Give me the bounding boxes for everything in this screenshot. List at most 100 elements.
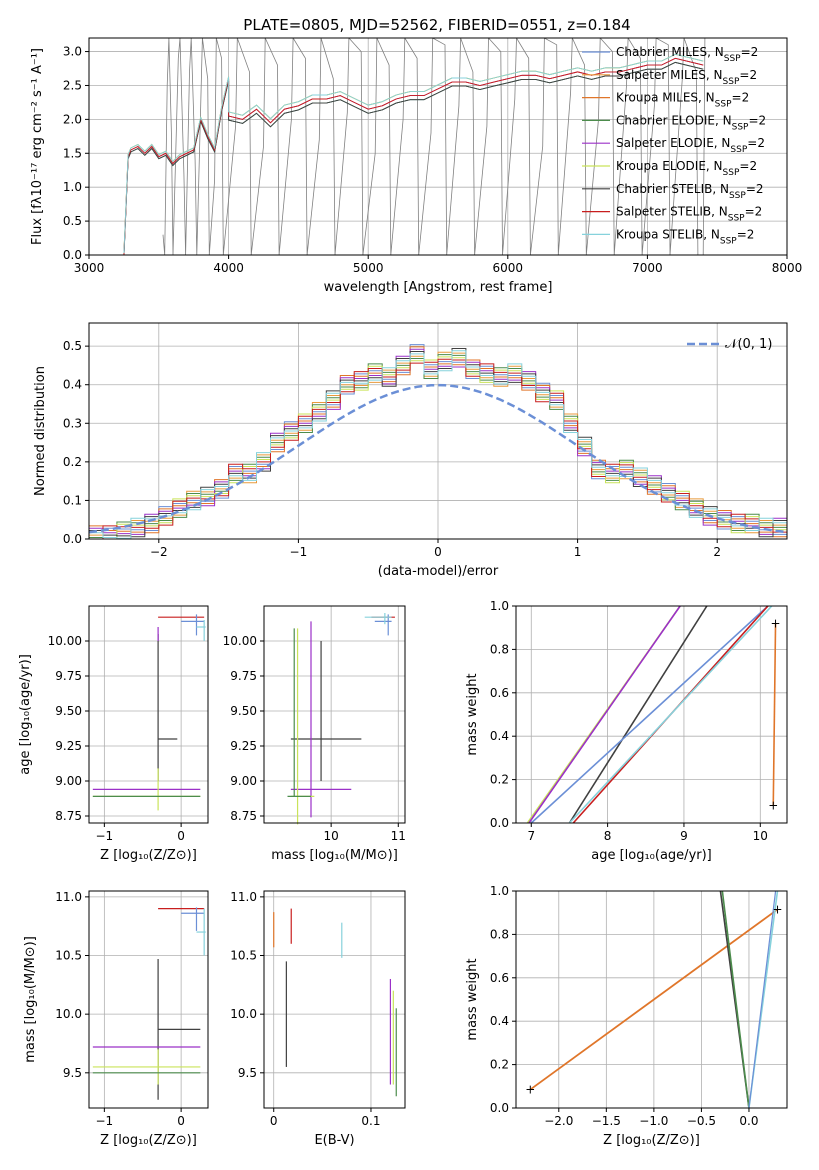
age-mass-marks: [287, 613, 395, 825]
y-axis-label: age [log₁₀(age/yr)]: [18, 654, 33, 775]
y-tick-label: 1.0: [63, 180, 82, 194]
legend-label: Salpeter STELIB, NSSP=2: [616, 205, 762, 224]
y-tick-label: 10.00: [223, 634, 257, 648]
weight-line: [568, 605, 708, 824]
x-tick-label: 6000: [493, 261, 524, 275]
y-tick-label: 0.3: [63, 416, 82, 430]
legend-label: 𝒩(0, 1): [725, 337, 772, 352]
legend-label: Kroupa STELIB, NSSP=2: [616, 227, 754, 246]
y-tick-label: 0.4: [490, 729, 509, 743]
x-tick-label: 8: [604, 829, 612, 843]
y-axis-label: mass weight: [465, 958, 480, 1040]
axes-frame: [88, 605, 209, 824]
axes-layer: 3000 4000 5000 6000 7000 80000.00.51.01.52.02…: [18, 37, 803, 1148]
y-tick-label: 9.00: [230, 774, 257, 788]
y-tick-label: 9.50: [55, 704, 82, 718]
x-tick-label: 8000: [772, 261, 803, 275]
x-tick-label: 11: [391, 829, 406, 843]
x-tick-label: 0: [177, 829, 185, 843]
axes-frame: [88, 890, 209, 1109]
y-tick-label: 10.0: [55, 1007, 82, 1021]
x-tick-label: −0.5: [687, 1114, 716, 1128]
normal-curve: [89, 383, 787, 534]
x-axis-label: Z [log₁₀(Z/Z⊙)]: [100, 848, 197, 863]
legend-label: Chabrier ELODIE, NSSP=2: [616, 113, 766, 132]
y-axis-label: mass weight: [465, 673, 480, 755]
x-axis-label: E(B-V): [314, 1133, 354, 1148]
x-axis-label: mass [log₁₀(M/M⊙)]: [271, 848, 398, 863]
x-axis-label: Z [log₁₀(Z/Z⊙)]: [603, 1133, 700, 1148]
y-tick-label: 0.2: [63, 455, 82, 469]
y-tick-label: 1.0: [490, 599, 509, 613]
y-tick-label: 9.50: [230, 704, 257, 718]
mw-age-marks: ++: [526, 605, 781, 824]
histogram-step: [89, 348, 787, 535]
weight-marker: +: [771, 616, 781, 630]
legend-label: Kroupa ELODIE, NSSP=2: [616, 159, 757, 178]
x-axis-label: Z [log₁₀(Z/Z⊙)]: [100, 1133, 197, 1148]
y-tick-label: 0.0: [490, 1101, 509, 1115]
x-axis-label: (data-model)/error: [378, 564, 499, 579]
y-tick-label: 9.25: [230, 739, 257, 753]
y-tick-label: 9.25: [55, 739, 82, 753]
x-tick-label: −2: [150, 545, 168, 559]
y-tick-label: 0.8: [490, 642, 509, 656]
mw-Z-marks: ++: [525, 890, 783, 1109]
y-tick-label: 3.0: [63, 45, 82, 59]
mass-Z-marks: [92, 907, 206, 1100]
weight-line: [748, 890, 777, 1109]
x-tick-label: −1: [96, 829, 114, 843]
weight-line: [528, 605, 681, 824]
y-tick-label: 0.0: [490, 816, 509, 830]
x-tick-label: 0: [177, 1114, 185, 1128]
figure-title: PLATE=0805, MJD=52562, FIBERID=0551, z=0…: [243, 16, 630, 34]
x-tick-label: 0: [270, 1114, 278, 1128]
spectrum-marks: [123, 38, 706, 255]
y-tick-label: 2.5: [63, 78, 82, 92]
x-tick-label: 10: [753, 829, 768, 843]
x-tick-label: 1: [574, 545, 582, 559]
weight-marker: +: [525, 1083, 535, 1097]
weight-marker: +: [772, 902, 782, 916]
x-tick-label: 4000: [213, 261, 244, 275]
legend-label: Salpeter MILES, NSSP=2: [616, 68, 757, 87]
y-tick-label: 9.00: [55, 774, 82, 788]
legend-label: Salpeter ELODIE, NSSP=2: [616, 136, 765, 155]
y-tick-label: 10.5: [55, 949, 82, 963]
age-Z-marks: [92, 614, 206, 811]
model-curve: [123, 57, 704, 255]
y-tick-label: 0.8: [490, 927, 509, 941]
x-tick-label: 5000: [353, 261, 384, 275]
axes-frame: [263, 890, 406, 1109]
y-tick-label: 10.5: [230, 949, 257, 963]
y-tick-label: 9.5: [238, 1066, 257, 1080]
x-tick-label: 10: [324, 829, 339, 843]
weight-marker: +: [768, 799, 778, 813]
x-tick-label: −1: [96, 1114, 114, 1128]
y-tick-label: 9.75: [55, 669, 82, 683]
x-tick-label: 7: [527, 829, 535, 843]
x-tick-label: 9: [680, 829, 688, 843]
x-tick-label: 0: [434, 545, 442, 559]
axes-frame: [263, 605, 406, 824]
y-tick-label: 0.0: [63, 532, 82, 546]
weight-line: [568, 605, 773, 824]
y-tick-label: 0.1: [63, 493, 82, 507]
data-layer: ++++: [89, 38, 787, 1109]
histogram-step: [89, 348, 787, 538]
y-tick-label: 1.5: [63, 146, 82, 160]
model-curve: [123, 61, 704, 255]
y-tick-label: 9.5: [63, 1066, 82, 1080]
x-tick-label: 0.0: [739, 1114, 758, 1128]
axes-frame: [515, 605, 788, 824]
legend-label: Kroupa MILES, NSSP=2: [616, 91, 749, 110]
weight-line: [772, 623, 777, 806]
x-tick-label: −2.0: [544, 1114, 573, 1128]
x-axis-label: age [log₁₀(age/yr)]: [591, 848, 712, 863]
axes-frame: [88, 37, 788, 256]
axes-frame: [515, 890, 788, 1109]
x-tick-label: −1: [290, 545, 308, 559]
weight-line: [530, 605, 769, 824]
y-tick-label: 8.75: [55, 809, 82, 823]
